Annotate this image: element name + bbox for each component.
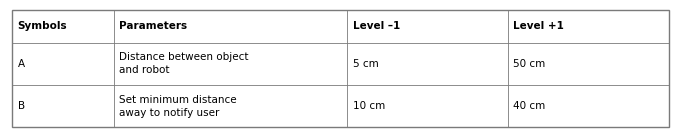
Text: Parameters: Parameters — [119, 21, 187, 31]
Text: Level +1: Level +1 — [513, 21, 565, 31]
Text: Symbols: Symbols — [18, 21, 67, 31]
Text: 40 cm: 40 cm — [513, 101, 545, 111]
Text: Level –1: Level –1 — [353, 21, 400, 31]
Text: Distance between object
and robot: Distance between object and robot — [119, 52, 249, 75]
Bar — [12, 10, 669, 127]
Text: Set minimum distance
away to notify user: Set minimum distance away to notify user — [119, 95, 237, 118]
Text: A: A — [18, 59, 25, 69]
Text: 10 cm: 10 cm — [353, 101, 385, 111]
Text: B: B — [18, 101, 25, 111]
Text: 50 cm: 50 cm — [513, 59, 545, 69]
Text: 5 cm: 5 cm — [353, 59, 378, 69]
